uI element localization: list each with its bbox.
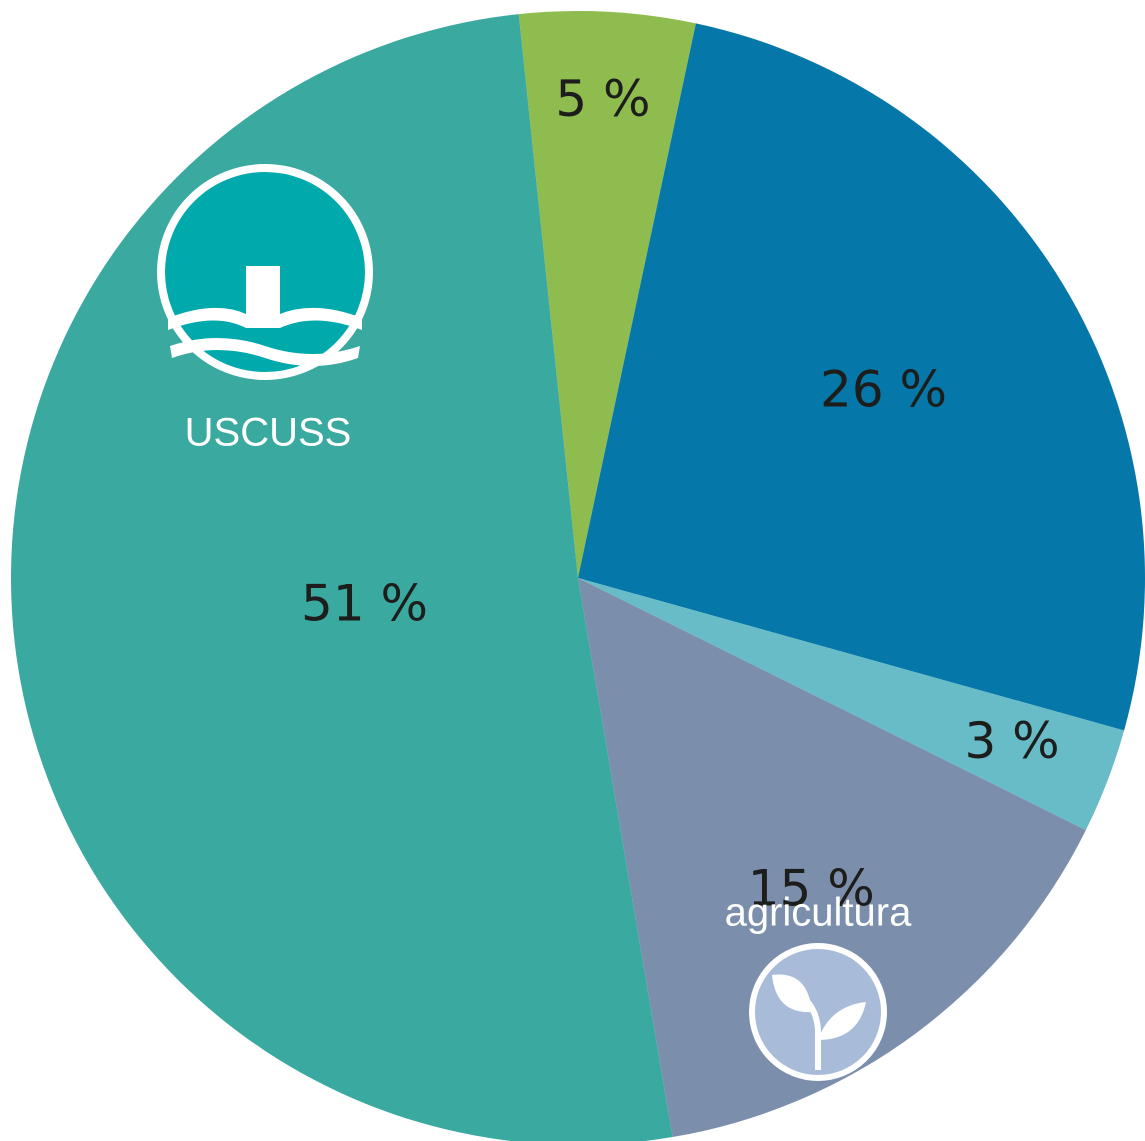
value-label: 15 % xyxy=(748,860,875,918)
pie-slice xyxy=(578,23,1145,731)
value-label: 51 % xyxy=(301,575,428,633)
pie-slice xyxy=(578,578,1086,1138)
pie-slice xyxy=(518,11,696,579)
slices xyxy=(11,11,1145,1141)
uscuss-icon xyxy=(157,164,373,380)
icons xyxy=(157,164,887,1081)
pie-slice xyxy=(578,578,1125,831)
value-label: 3 % xyxy=(964,712,1059,770)
agricultura-icon xyxy=(749,943,887,1081)
value-label: 26 % xyxy=(820,360,947,418)
category-label: agricultura xyxy=(725,891,913,935)
value-label: 5 % xyxy=(555,70,650,128)
category-label: USCUSS xyxy=(185,411,352,455)
